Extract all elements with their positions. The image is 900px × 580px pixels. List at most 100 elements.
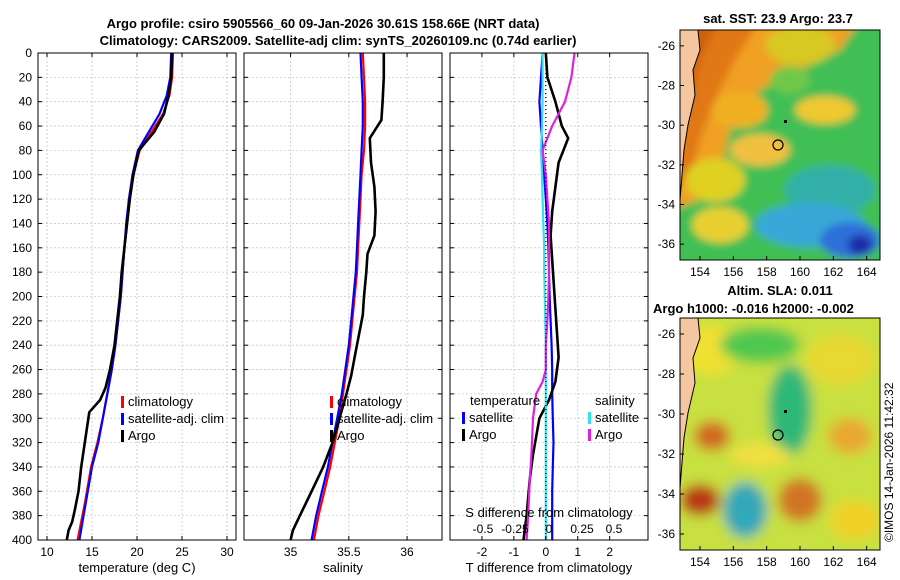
- sal-legend-2-label: Argo: [337, 428, 364, 443]
- sal-legend-1-swatch: [330, 413, 333, 425]
- sla_map-ytick-label: -30: [658, 407, 676, 421]
- diff-s-axis-title: S difference from climatology: [465, 505, 633, 520]
- temperature-ytick-label: 40: [19, 95, 33, 109]
- temperature-ytick-label: 300: [12, 411, 32, 425]
- diff-legend-temp-sat-swatch: [462, 412, 465, 424]
- temperature-xtick-label: 20: [130, 545, 144, 559]
- sst-map: sat. SST: 23.9 Argo: 23.7: [658, 11, 881, 279]
- temperature-ytick-label: 100: [12, 168, 32, 182]
- diff-s-tick-label: 0.25: [570, 522, 594, 536]
- sal-legend-1-label: satellite-adj. clim: [337, 411, 433, 426]
- sla_map-ytick-label: -34: [658, 487, 676, 501]
- temperature-ytick-label: 280: [12, 387, 32, 401]
- diff-legend-sal-argo-swatch: [588, 429, 591, 441]
- temperature-ytick-label: 200: [12, 290, 32, 304]
- sst_map-xtick-label: 164: [857, 265, 877, 279]
- temperature-ytick-label: 340: [12, 460, 32, 474]
- sst_map-xtick-label: 162: [823, 265, 843, 279]
- temp-legend-2-swatch: [121, 430, 124, 442]
- differences-xtick-label: 2: [606, 545, 613, 559]
- salinity-panel: 35 35.5 36 salinity climatology satellite-adj…: [243, 52, 443, 575]
- salinity-series-satellite-adj-clim: [310, 52, 364, 541]
- temperature-xtick-label: 10: [40, 545, 54, 559]
- diff-legend-sal-argo-label: Argo: [595, 427, 622, 442]
- sst_map-ytick-label: -32: [658, 158, 676, 172]
- differences-xlabel: T difference from climatology: [466, 560, 633, 575]
- sst_map-xtick-label: 160: [790, 265, 810, 279]
- sst_map-xtick-label: 156: [723, 265, 743, 279]
- temperature-xlabel: temperature (deg C): [78, 560, 195, 575]
- temp-legend-0-label: climatology: [128, 394, 194, 409]
- sst_map-ytick-label: -26: [658, 39, 676, 53]
- diff-s-tick-label: 0.5: [606, 522, 623, 536]
- diff-s-tick-label: -0.25: [501, 522, 529, 536]
- sal-legend-0-label: climatology: [337, 394, 403, 409]
- temperature-ytick-label: 0: [25, 46, 32, 60]
- differences-xtick-label: -2: [477, 545, 488, 559]
- temperature-ytick-label: 20: [19, 70, 33, 84]
- sst_map-ytick-label: -28: [658, 79, 676, 93]
- sla_map-xtick-label: 158: [757, 555, 777, 569]
- diff-s-tick-label: -0.5: [473, 522, 494, 536]
- sst_map-xtick-label: 158: [757, 265, 777, 279]
- temp-legend-0-swatch: [121, 396, 124, 408]
- temperature-xtick-label: 25: [175, 545, 189, 559]
- temperature-ytick-label: 360: [12, 484, 32, 498]
- temperature-ytick-label: 160: [12, 241, 32, 255]
- temperature-ytick-label: 60: [19, 119, 33, 133]
- differences-series-temperature-argo: [522, 52, 570, 541]
- difference-panel: -2 -1 0 1 2T difference from climatology S di…: [449, 52, 649, 575]
- temperature-ytick-label: 180: [12, 265, 32, 279]
- figure-title-line1: Argo profile: csiro 5905566_60 09-Jan-20…: [107, 16, 540, 31]
- sla-argo-marker: [772, 429, 784, 441]
- imos-credit: ©IMOS 14-Jan-2026 11:42:32: [882, 382, 896, 542]
- differences-xtick-label: 1: [574, 545, 581, 559]
- sla-map-title: Altim. SLA: 0.011: [727, 283, 832, 298]
- sst_map-ytick-label: -36: [658, 237, 676, 251]
- temp-legend-1-swatch: [121, 413, 124, 425]
- temperature-xtick-label: 30: [220, 545, 234, 559]
- temp-legend-1-label: satellite-adj. clim: [128, 411, 224, 426]
- salinity-xlabel: salinity: [323, 560, 363, 575]
- diff-legend-temp-sat-label: satellite: [469, 410, 513, 425]
- sla_map-ytick-label: -26: [658, 327, 676, 341]
- sst_map-xtick-label: 154: [690, 265, 710, 279]
- temperature-ytick-label: 260: [12, 363, 32, 377]
- sst_map-ytick-label: -34: [658, 197, 676, 211]
- sla_map-ytick-label: -28: [658, 367, 676, 381]
- sla_map-xtick-label: 156: [723, 555, 743, 569]
- salinity-xtick-label: 36: [400, 545, 414, 559]
- temperature-ytick-label: 320: [12, 436, 32, 450]
- diff-legend-temp-argo-swatch: [462, 429, 465, 441]
- diff-legend-sal-sat-label: satellite: [595, 410, 639, 425]
- sla-map: Altim. SLA: 0.011 Argo h1000: -0.016 h20…: [653, 283, 881, 569]
- differences-series-salinity-satellite: [539, 53, 547, 540]
- temp-legend-2-label: Argo: [128, 428, 155, 443]
- temperature-ytick-label: 400: [12, 533, 32, 547]
- temperature-ytick-label: 80: [19, 143, 33, 157]
- salinity-xtick-label: 35.5: [337, 545, 361, 559]
- figure-title-line2: Climatology: CARS2009. Satellite-adj cli…: [100, 33, 577, 48]
- sst_map-ytick-label: -30: [658, 118, 676, 132]
- sla_map-xtick-label: 154: [690, 555, 710, 569]
- temperature-ytick-label: 380: [12, 509, 32, 523]
- sal-legend-2-swatch: [330, 430, 333, 442]
- sla_map-ytick-label: -36: [658, 527, 676, 541]
- temperature-series-argo: [65, 52, 174, 541]
- differences-xtick-label: -1: [509, 545, 520, 559]
- sla_map-xtick-label: 160: [790, 555, 810, 569]
- salinity-xtick-label: 35: [284, 545, 298, 559]
- temperature-panel: 10 15 20 25 30020406080100120140160180200220…: [12, 46, 237, 575]
- temperature-ytick-label: 240: [12, 338, 32, 352]
- sal-legend-0-swatch: [330, 396, 333, 408]
- salinity-series-argo: [289, 53, 386, 541]
- differences-xtick-label: 0: [542, 545, 549, 559]
- sla_map-xtick-label: 164: [857, 555, 877, 569]
- sst-map-title: sat. SST: 23.9 Argo: 23.7: [703, 11, 853, 26]
- sla-map-subtitle: Argo h1000: -0.016 h2000: -0.002: [653, 301, 854, 316]
- diff-legend-sal-sat-swatch: [588, 412, 591, 424]
- diff-legend-sal-heading: salinity: [595, 393, 635, 408]
- differences-series-salinity-argo: [525, 52, 576, 541]
- sla_map-xtick-label: 162: [823, 555, 843, 569]
- temperature-ytick-label: 220: [12, 314, 32, 328]
